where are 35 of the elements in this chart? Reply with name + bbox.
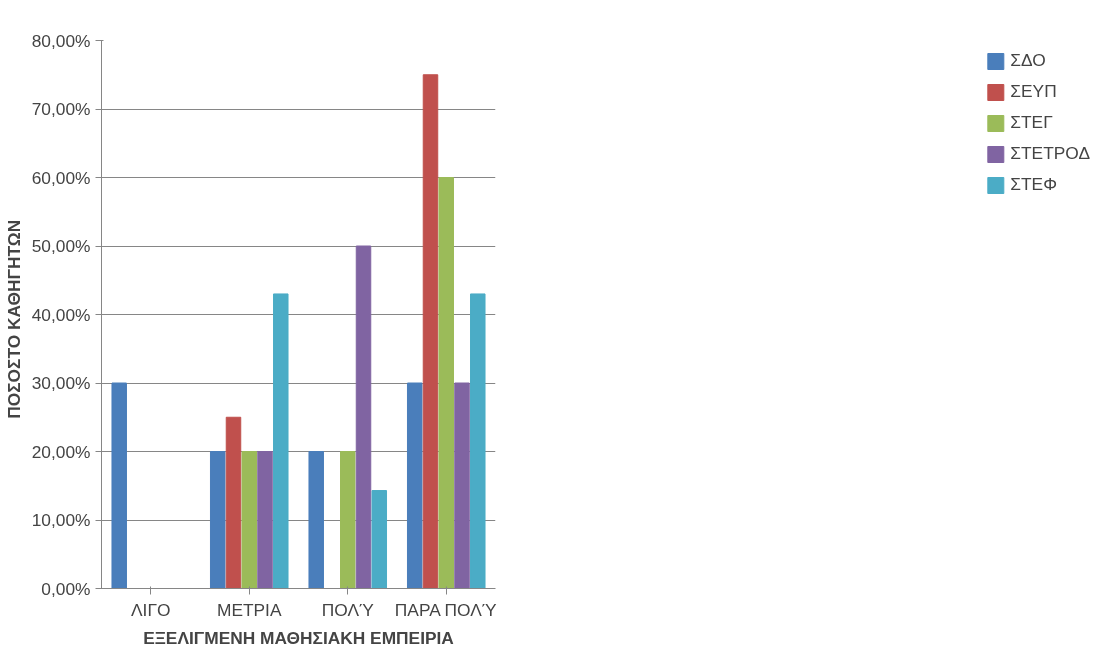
x-tick-label: ΜΕΤΡΙΑ [217,599,282,620]
bar [355,245,372,589]
bar [257,451,273,589]
y-tick-label: 60,00% [31,167,91,188]
bar [241,451,257,589]
bar [308,451,324,589]
x-tick-label: ΛΙΓΟ [131,599,171,620]
bar [225,416,242,589]
legend-label: ΣΤΕΤΡΟΔ [1010,143,1090,164]
bar [340,451,356,589]
bar [209,451,226,589]
y-axis-title: ΠΟΣΟΣΤΟ ΚΑΘΗΓΗΤΩΝ [3,219,24,419]
bar [422,74,439,589]
bar [111,382,127,589]
y-tick-label: 40,00% [31,304,91,325]
bar [438,177,454,589]
y-tick-label: 50,00% [31,236,91,256]
legend-label: ΣΤΕΦ [1010,174,1057,195]
y-tick-label: 80,00% [31,30,91,51]
x-tick-label: ΠΟΛΎ [321,599,374,620]
y-tick-label: 70,00% [31,99,91,119]
y-tick-label: 30,00% [31,373,91,393]
bar [470,293,486,589]
bar [371,490,388,589]
legend-label: ΣΤΕΓ [1010,112,1053,133]
y-tick-label: 10,00% [31,510,91,530]
legend-label: ΣΕΥΠ [1010,81,1057,102]
y-tick-label: 20,00% [31,441,91,462]
bar [406,382,423,589]
y-tick-label: 0,00% [41,578,91,599]
x-axis-title: ΕΞΕΛΙΓΜΕΝΗ ΜΑΘΗΣΙΑΚΗ ΕΜΠΕΙΡΙΑ [143,627,455,648]
bar [273,293,289,589]
x-tick-label: ΠΑΡΑ ΠΟΛΎ [394,599,497,620]
legend-label: ΣΔΟ [1010,50,1046,71]
bar [454,382,470,589]
